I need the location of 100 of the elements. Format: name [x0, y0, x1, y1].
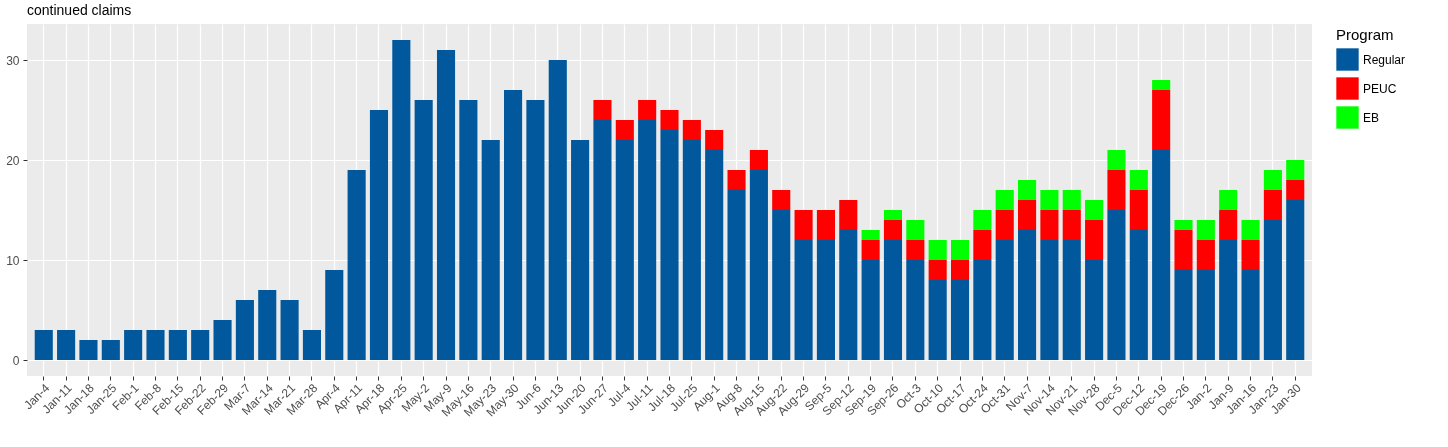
bar [794, 240, 813, 360]
bar [481, 140, 500, 360]
bar [1241, 220, 1260, 240]
bar [101, 340, 120, 360]
bar [1085, 260, 1104, 360]
bar [235, 300, 254, 360]
bar [861, 230, 880, 240]
y-tick-label: 20 [6, 153, 20, 168]
bar [1018, 180, 1037, 200]
bar [950, 280, 970, 360]
bar [168, 330, 187, 360]
bar [1018, 200, 1037, 230]
bar [1062, 190, 1081, 210]
bar [749, 170, 768, 360]
bar [1219, 210, 1238, 240]
bar [1107, 170, 1126, 210]
bar [1263, 190, 1282, 220]
y-tick-label: 10 [6, 253, 20, 268]
bar [727, 170, 746, 190]
bar [727, 190, 746, 360]
bar [928, 240, 947, 260]
bar [749, 150, 768, 170]
bar [615, 120, 634, 140]
bar [772, 190, 791, 210]
bar [682, 140, 701, 360]
bar [1107, 150, 1126, 170]
bar [995, 210, 1014, 240]
bar [1062, 210, 1081, 240]
chart-title: continued claims [27, 2, 132, 18]
bar [1152, 90, 1171, 150]
bar [1286, 180, 1305, 200]
y-tick-label: 30 [6, 53, 20, 68]
bar [839, 230, 858, 360]
bar [459, 100, 478, 360]
bar [973, 230, 992, 260]
legend-label: PEUC [1363, 81, 1397, 96]
bar [1196, 240, 1215, 270]
bar [1129, 170, 1148, 190]
bar [839, 200, 858, 230]
bar [1152, 80, 1171, 90]
bar [526, 100, 545, 360]
y-tick-label: 0 [12, 353, 20, 368]
bar [973, 260, 992, 360]
bar [950, 240, 970, 260]
bar [369, 110, 389, 360]
bar [392, 40, 411, 360]
bar [191, 330, 210, 360]
bar [1152, 150, 1171, 360]
bar [928, 280, 947, 360]
bar [1174, 230, 1193, 270]
bar [124, 330, 143, 360]
bar [995, 190, 1014, 210]
bar [1085, 220, 1104, 260]
bar [593, 100, 612, 120]
bar [548, 60, 567, 360]
bar [57, 330, 76, 360]
bar [816, 240, 835, 360]
bar [638, 100, 657, 120]
bar [1107, 210, 1126, 360]
bar [1241, 240, 1260, 270]
bar [906, 260, 925, 360]
bar [593, 120, 612, 360]
bar [794, 210, 813, 240]
bar [1196, 220, 1215, 240]
bar [1018, 230, 1037, 360]
bar [883, 210, 903, 220]
bar [146, 330, 165, 360]
bar [1040, 190, 1059, 210]
bar [1174, 270, 1193, 360]
bar [772, 210, 791, 360]
bar [1174, 220, 1193, 230]
bar [1196, 270, 1215, 360]
bar [1286, 160, 1305, 180]
bar [414, 100, 433, 360]
bar [705, 130, 724, 150]
bar [660, 130, 679, 360]
bar [1040, 210, 1059, 240]
bar [1129, 230, 1148, 360]
bar [213, 320, 232, 360]
bar [1040, 240, 1059, 360]
bar [504, 90, 523, 360]
bar [1219, 240, 1238, 360]
bar [1062, 240, 1081, 360]
bar [615, 140, 634, 360]
bar [638, 120, 657, 360]
bar [928, 260, 947, 280]
bar [883, 220, 903, 240]
bar [1241, 270, 1260, 360]
bar [347, 170, 366, 360]
bar [883, 240, 903, 360]
bar [34, 330, 53, 360]
bar [682, 120, 701, 140]
bar [906, 220, 925, 240]
bar [302, 330, 321, 360]
bar [906, 240, 925, 260]
bar [79, 340, 98, 360]
bar [861, 240, 880, 260]
bar [973, 210, 992, 230]
bar [571, 140, 590, 360]
bar [995, 240, 1014, 360]
